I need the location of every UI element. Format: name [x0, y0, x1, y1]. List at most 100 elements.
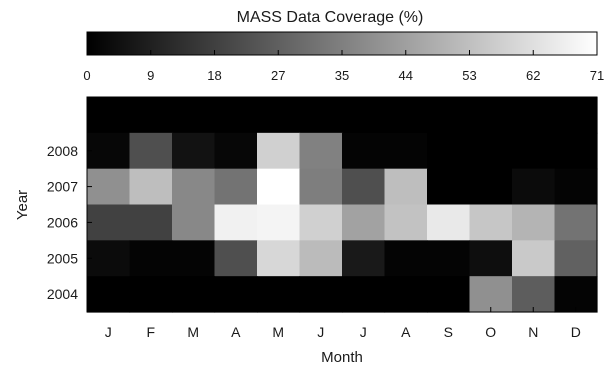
y-tick-label: 2006: [47, 214, 78, 230]
heatmap-cell: [299, 204, 343, 241]
heatmap-cell: [172, 240, 216, 277]
heatmap-cell: [172, 168, 216, 206]
heatmap-cell: [299, 240, 343, 277]
heatmap-cell: [257, 97, 301, 134]
heatmap-cell: [299, 97, 343, 134]
x-tick-label: J: [317, 324, 324, 340]
heatmap-cell: [129, 204, 173, 241]
heatmap-cell: [257, 132, 301, 170]
heatmap-cell: [87, 132, 131, 170]
x-axis-label: Month: [321, 349, 363, 366]
colorbar-tick-label: 44: [399, 68, 413, 83]
x-tick-label: M: [272, 324, 284, 340]
heatmap-cell: [554, 132, 598, 170]
heatmap-cell: [427, 204, 471, 241]
chart-title: MASS Data Coverage (%): [237, 9, 424, 26]
heatmap-cell: [469, 204, 513, 241]
heatmap-cells: [87, 97, 598, 313]
heatmap-cell: [214, 240, 258, 277]
heatmap-cell: [427, 132, 471, 170]
colorbar-tick-label: 53: [462, 68, 476, 83]
heatmap-cell: [512, 276, 556, 313]
heatmap-cell: [384, 97, 428, 134]
heatmap-cell: [554, 97, 598, 134]
x-tick-label: N: [528, 324, 538, 340]
heatmap-cell: [469, 276, 513, 313]
heatmap-cell: [384, 276, 428, 313]
heatmap-cell: [384, 204, 428, 241]
heatmap-cell: [427, 240, 471, 277]
heatmap-cell: [214, 132, 258, 170]
colorbar-tick-label: 71: [590, 68, 604, 83]
colorbar-tick-label: 0: [83, 68, 90, 83]
heatmap-cell: [87, 276, 131, 313]
heatmap-cell: [129, 97, 173, 134]
x-tick-label: J: [360, 324, 367, 340]
heatmap-cell: [172, 132, 216, 170]
y-tick-label: 2004: [47, 286, 78, 302]
heatmap-cell: [129, 276, 173, 313]
heatmap-cell: [469, 240, 513, 277]
heatmap-cell: [87, 97, 131, 134]
heatmap-cell: [554, 204, 598, 241]
heatmap-cell: [214, 97, 258, 134]
heatmap-cell: [257, 204, 301, 241]
heatmap-cell: [87, 204, 131, 241]
heatmap-cell: [384, 132, 428, 170]
heatmap-cell: [512, 204, 556, 241]
x-tick-label: A: [231, 324, 241, 340]
heatmap-cell: [469, 97, 513, 134]
heatmap-cell: [512, 168, 556, 206]
heatmap-cell: [214, 168, 258, 206]
heatmap-cell: [469, 168, 513, 206]
heatmap-cell: [512, 240, 556, 277]
heatmap-cell: [342, 276, 386, 313]
colorbar-ticks: 0 9 18 27 35 44 53 62 71: [83, 50, 604, 83]
heatmap-cell: [129, 168, 173, 206]
x-tick-label: M: [187, 324, 199, 340]
x-tick-label: F: [146, 324, 155, 340]
y-tick-label: 2007: [47, 179, 78, 195]
heatmap-cell: [129, 240, 173, 277]
heatmap-cell: [512, 97, 556, 134]
heatmap-cell: [214, 276, 258, 313]
plot-frame: [86, 96, 598, 313]
heatmap-cell: [172, 97, 216, 134]
x-tick-label: A: [401, 324, 411, 340]
heatmap-cell: [172, 204, 216, 241]
heatmap-cell: [172, 276, 216, 313]
colorbar-tick-label: 18: [207, 68, 221, 83]
heatmap-cell: [129, 132, 173, 170]
heatmap-cell: [342, 97, 386, 134]
x-tick-label: D: [571, 324, 581, 340]
heatmap-cell: [214, 204, 258, 241]
y-axis-label: Year: [14, 190, 31, 220]
heatmap-cell: [427, 276, 471, 313]
heatmap-cell: [257, 240, 301, 277]
heatmap-cell: [257, 168, 301, 206]
heatmap-cell: [87, 240, 131, 277]
heatmap-cell: [299, 276, 343, 313]
y-tick-label: 2008: [47, 143, 78, 159]
heatmap-cell: [342, 204, 386, 241]
heatmap-cell: [257, 276, 301, 313]
heatmap-cell: [299, 132, 343, 170]
y-axis-ticks: 2008 2007 2006 2005 2004: [47, 114, 92, 302]
heatmap-cell: [554, 240, 598, 277]
heatmap-cell: [554, 276, 598, 313]
heatmap-cell: [342, 132, 386, 170]
x-tick-label: S: [444, 324, 453, 340]
heatmap-cell: [427, 168, 471, 206]
x-tick-label: J: [105, 324, 112, 340]
heatmap-cell: [427, 97, 471, 134]
heatmap-cell: [469, 132, 513, 170]
heatmap-cell: [342, 168, 386, 206]
heatmap-cell: [342, 240, 386, 277]
x-tick-label: O: [485, 324, 496, 340]
heatmap-cell: [87, 168, 131, 206]
y-tick-label: 2005: [47, 250, 78, 266]
heatmap-cell: [384, 240, 428, 277]
colorbar-tick-label: 35: [335, 68, 349, 83]
